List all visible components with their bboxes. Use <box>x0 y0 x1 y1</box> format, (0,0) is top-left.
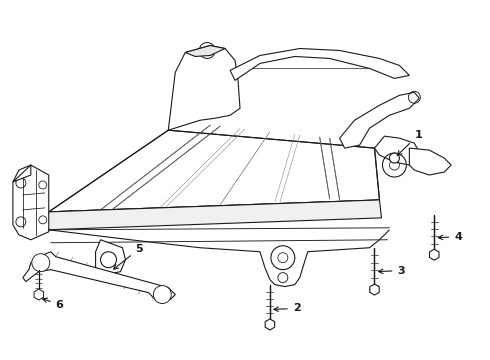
Circle shape <box>32 254 50 272</box>
Polygon shape <box>49 130 379 212</box>
Polygon shape <box>409 148 451 175</box>
Polygon shape <box>13 165 49 240</box>
Text: 6: 6 <box>43 298 64 310</box>
Circle shape <box>153 285 172 303</box>
Text: 5: 5 <box>114 244 143 269</box>
Polygon shape <box>340 92 419 148</box>
Polygon shape <box>47 200 382 230</box>
Polygon shape <box>13 165 31 182</box>
Polygon shape <box>230 49 409 80</box>
Polygon shape <box>96 240 125 275</box>
Polygon shape <box>23 252 175 300</box>
Text: 3: 3 <box>378 266 405 276</box>
Text: 1: 1 <box>397 130 422 155</box>
Polygon shape <box>168 45 240 130</box>
Polygon shape <box>34 289 44 300</box>
Circle shape <box>390 153 399 163</box>
Polygon shape <box>374 136 419 165</box>
Polygon shape <box>370 284 379 295</box>
Polygon shape <box>265 319 275 330</box>
Text: 4: 4 <box>438 232 462 242</box>
Polygon shape <box>430 249 439 260</box>
Polygon shape <box>185 45 225 57</box>
Text: 2: 2 <box>274 303 300 314</box>
Polygon shape <box>49 230 390 287</box>
